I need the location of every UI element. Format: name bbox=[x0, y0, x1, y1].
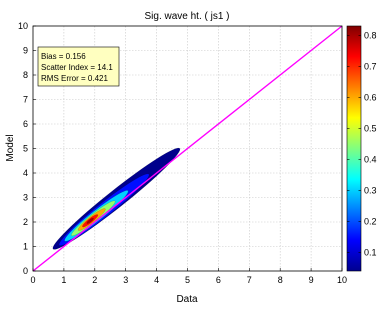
stat-scatter-index: Scatter Index = 14.1 bbox=[41, 63, 113, 72]
colorbar-tick-label: 0.5 bbox=[364, 123, 377, 133]
y-tick-label: 6 bbox=[23, 119, 28, 129]
grid bbox=[33, 26, 342, 271]
colorbar bbox=[346, 25, 362, 272]
x-tick-label: 5 bbox=[185, 275, 190, 285]
density-contour bbox=[86, 217, 94, 224]
x-tick-label: 1 bbox=[61, 275, 66, 285]
x-tick-label: 7 bbox=[247, 275, 252, 285]
stat-bias: Bias = 0.156 bbox=[41, 52, 86, 61]
y-tick-label: 9 bbox=[23, 46, 28, 56]
x-tick-label: 8 bbox=[278, 275, 283, 285]
chart-title: Sig. wave ht. ( js1 ) bbox=[144, 11, 229, 22]
x-tick-label: 3 bbox=[123, 275, 128, 285]
x-tick-label: 10 bbox=[337, 275, 347, 285]
y-tick-label: 10 bbox=[18, 21, 28, 31]
colorbar-tick-label: 0.3 bbox=[364, 185, 377, 195]
stats-box-bg bbox=[37, 46, 120, 87]
y-tick-label: 8 bbox=[23, 70, 28, 80]
x-tick-label: 0 bbox=[30, 275, 35, 285]
colorbar-tick-label: 0.2 bbox=[364, 216, 377, 226]
y-axis-label: Model bbox=[5, 134, 16, 161]
colorbar-tick-label: 0.1 bbox=[364, 247, 377, 257]
y-tick-label: 4 bbox=[23, 168, 28, 178]
y-tick-label: 2 bbox=[23, 217, 28, 227]
stats-box: Bias = 0.156 Scatter Index = 14.1 RMS Er… bbox=[37, 46, 120, 87]
x-tick-label: 2 bbox=[92, 275, 97, 285]
y-tick-label: 7 bbox=[23, 95, 28, 105]
colorbar-tick-label: 0.7 bbox=[364, 61, 377, 71]
stat-rms-error: RMS Error = 0.421 bbox=[41, 74, 108, 83]
y-axis-ticks: 0 1 2 3 4 5 6 7 8 9 10 bbox=[18, 21, 36, 276]
x-axis-label: Data bbox=[176, 294, 198, 305]
x-tick-label: 9 bbox=[309, 275, 314, 285]
y-tick-label: 1 bbox=[23, 242, 28, 252]
y-tick-label: 3 bbox=[23, 193, 28, 203]
x-tick-label: 4 bbox=[154, 275, 159, 285]
y-tick-label: 5 bbox=[23, 144, 28, 154]
y-tick-label: 0 bbox=[23, 266, 28, 276]
colorbar-tick-label: 0.8 bbox=[364, 30, 377, 40]
one-to-one-line bbox=[32, 25, 343, 272]
density-contours bbox=[52, 147, 181, 250]
colorbar-tick-label: 0.4 bbox=[364, 154, 377, 164]
x-tick-label: 6 bbox=[216, 275, 221, 285]
x-axis-ticks: 0 1 2 3 4 5 6 7 8 9 10 bbox=[30, 268, 347, 285]
colorbar-tick-label: 0.6 bbox=[364, 92, 377, 102]
colorbar-ticks: 0.1 0.2 0.3 0.4 0.5 0.6 0.7 0.8 bbox=[347, 30, 377, 257]
